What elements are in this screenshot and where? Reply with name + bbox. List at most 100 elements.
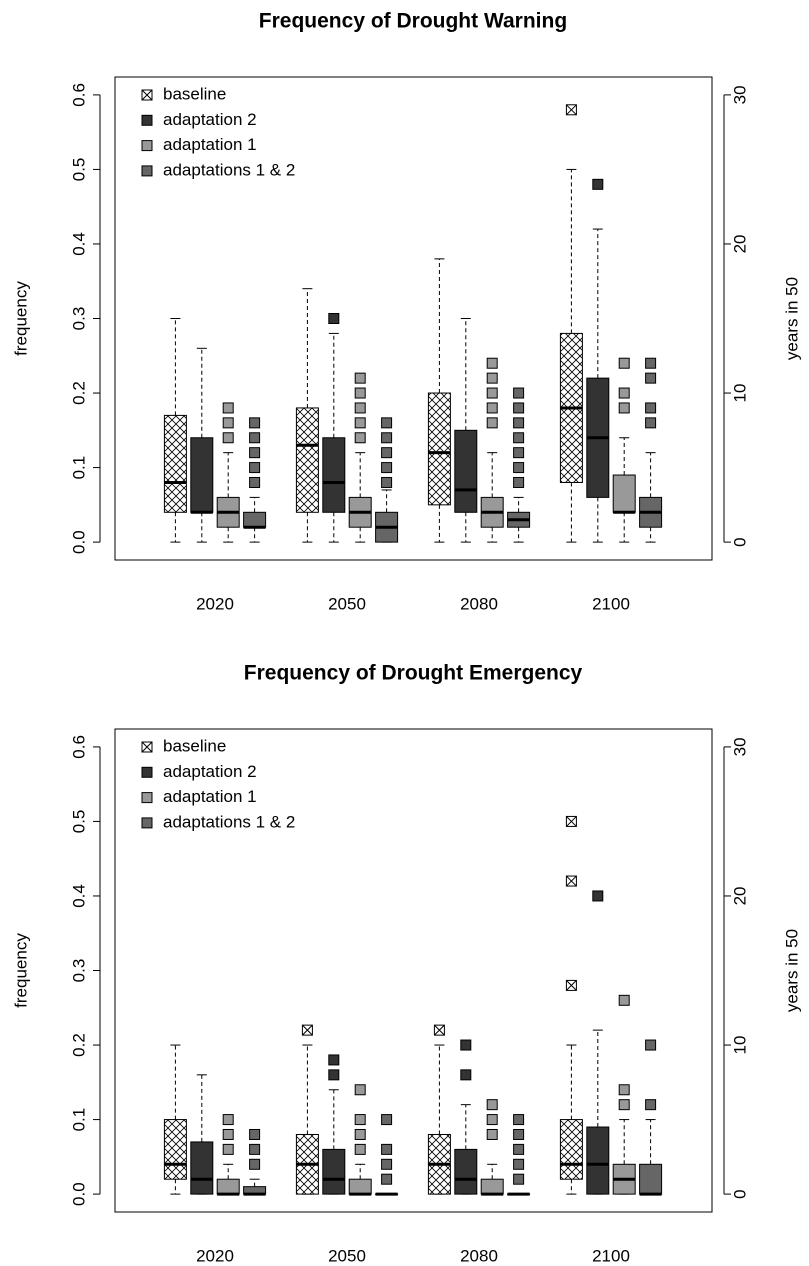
outlier: [592, 890, 604, 902]
y-tick-label: 0.2: [69, 1033, 88, 1057]
outlier: [618, 994, 630, 1006]
outlier: [354, 372, 366, 384]
x-tick-label: 2020: [196, 1246, 234, 1265]
outlier: [486, 372, 498, 384]
box: [639, 1163, 663, 1195]
outlier: [249, 447, 261, 459]
x-tick-label: 2100: [592, 1246, 630, 1265]
outlier: [249, 1158, 261, 1170]
y-tick-label: 0.3: [69, 307, 88, 331]
outlier: [513, 1158, 525, 1170]
legend-swatch: [141, 792, 153, 804]
outlier: [460, 1069, 472, 1081]
y2-tick-label: 0: [730, 1189, 749, 1198]
outlier: [381, 462, 393, 474]
box: [322, 1148, 346, 1195]
outlier: [618, 402, 630, 414]
outlier: [513, 417, 525, 429]
box: [348, 1178, 372, 1195]
legend-label: adaptations 1 & 2: [163, 160, 295, 179]
chart-title: Frequency of Drought Warning: [259, 10, 567, 33]
legend-label: adaptation 1: [163, 135, 257, 154]
y-tick-label: 0.6: [69, 735, 88, 759]
outlier: [354, 1128, 366, 1140]
outlier: [381, 1158, 393, 1170]
y2-tick-label: 0: [730, 537, 749, 546]
outlier: [486, 1128, 498, 1140]
y-tick-label: 0.2: [69, 381, 88, 405]
y2-axis-title: years in 50: [782, 929, 801, 1012]
x-tick-label: 2020: [196, 594, 234, 613]
y-tick-label: 0.6: [69, 83, 88, 107]
outlier: [354, 1084, 366, 1096]
box: [480, 1178, 504, 1195]
outlier: [513, 1143, 525, 1155]
outlier: [618, 1099, 630, 1111]
box: [190, 1141, 214, 1195]
box: [559, 1119, 583, 1180]
outlier: [222, 432, 234, 444]
outlier: [222, 417, 234, 429]
outlier: [249, 417, 261, 429]
outlier: [513, 476, 525, 488]
outlier-cross: [566, 104, 577, 116]
y2-tick-label: 30: [730, 737, 749, 756]
outlier: [513, 1173, 525, 1185]
outlier: [513, 1128, 525, 1140]
y2-tick-label: 20: [730, 235, 749, 254]
outlier: [381, 1173, 393, 1185]
x-tick-label: 2080: [460, 1246, 498, 1265]
legend-label: baseline: [163, 736, 226, 755]
box: [295, 407, 319, 513]
plot-frame: [114, 728, 713, 1213]
outlier: [486, 1114, 498, 1126]
outlier-cross: [566, 980, 577, 991]
outlier: [486, 417, 498, 429]
outlier: [513, 447, 525, 459]
y2-tick-label: 20: [730, 887, 749, 906]
y2-tick-label: 10: [730, 384, 749, 403]
box: [243, 511, 267, 528]
y2-tick-label: 10: [730, 1036, 749, 1055]
outlier: [249, 1128, 261, 1140]
y-tick-label: 0.5: [69, 158, 88, 182]
chart-title: Frequency of Drought Emergency: [244, 662, 583, 685]
outlier: [328, 1054, 340, 1066]
outlier: [328, 1069, 340, 1081]
legend-swatch: [141, 114, 153, 126]
outlier: [354, 432, 366, 444]
outlier: [513, 432, 525, 444]
legend-label: adaptation 2: [163, 762, 257, 781]
legend-swatch-cross: [141, 89, 153, 101]
outlier: [328, 313, 340, 324]
outlier: [645, 417, 657, 429]
legend-swatch: [141, 165, 153, 177]
outlier: [513, 402, 525, 414]
outlier-cross: [302, 1024, 313, 1036]
outlier: [645, 402, 657, 414]
box: [163, 414, 187, 513]
outlier: [249, 462, 261, 474]
legend-label: adaptations 1 & 2: [163, 812, 295, 831]
x-tick-label: 2080: [460, 594, 498, 613]
outlier: [249, 1143, 261, 1155]
outlier: [354, 387, 366, 399]
outlier: [645, 372, 657, 384]
outlier-cross: [566, 816, 577, 827]
legend-label: adaptation 1: [163, 787, 257, 806]
outlier: [354, 417, 366, 429]
outlier: [222, 1128, 234, 1140]
outlier: [249, 476, 261, 488]
box: [322, 437, 346, 513]
outlier: [460, 1039, 472, 1051]
outlier: [618, 357, 630, 369]
box: [454, 429, 478, 513]
x-tick-label: 2100: [592, 594, 630, 613]
y2-tick-label: 30: [730, 85, 749, 104]
outlier-cross: [566, 875, 577, 887]
y-tick-label: 0.4: [69, 232, 88, 256]
y-tick-label: 0.1: [69, 1108, 88, 1132]
outlier: [486, 402, 498, 414]
y-tick-label: 0.4: [69, 884, 88, 908]
